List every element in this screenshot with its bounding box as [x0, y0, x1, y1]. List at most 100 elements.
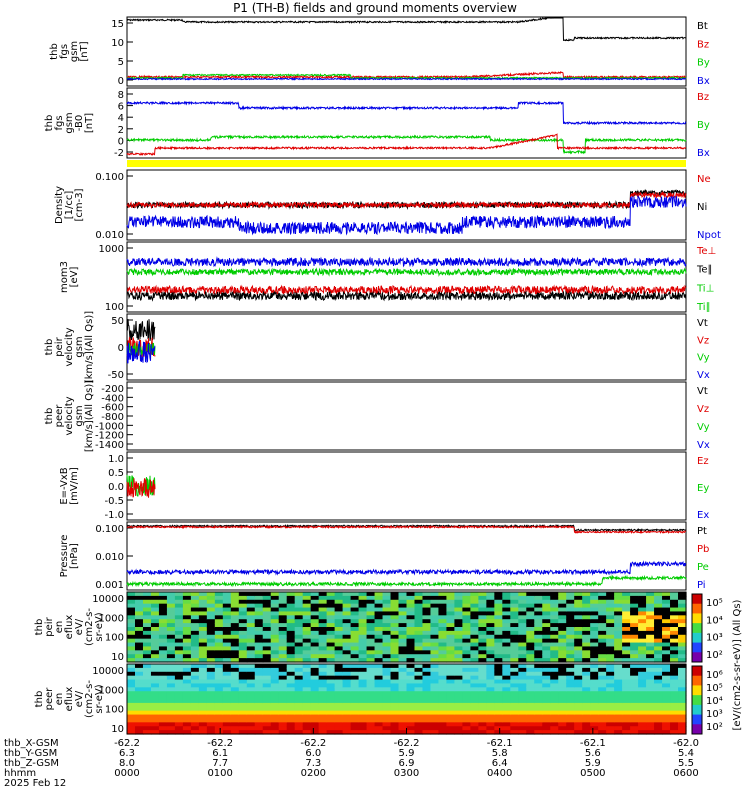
electron-spectrogram-cell	[318, 691, 328, 696]
ion-spectrogram-cell	[158, 611, 168, 616]
ytick-label: 100	[105, 302, 124, 313]
electron-spectrogram-cell	[342, 691, 352, 696]
electron-spectrogram-cell	[438, 714, 448, 720]
electron-spectrogram-cell	[198, 664, 208, 669]
electron-spectrogram-cell	[534, 706, 543, 712]
electron-spectrogram-cell	[438, 671, 448, 677]
ion-spectrogram-cell	[502, 646, 511, 651]
electron-spectrogram-cell	[174, 683, 184, 688]
ion-spectrogram-cell	[558, 611, 567, 616]
ytick-label: 10000	[92, 666, 124, 677]
ion-spectrogram-cell	[254, 611, 264, 616]
electron-spectrogram-cell	[150, 683, 160, 688]
ion-spectrogram-cell	[166, 642, 176, 648]
ion-spectrogram-cell	[606, 611, 615, 616]
electron-spectrogram-cell	[150, 699, 160, 704]
ion-spectrogram-cell	[214, 650, 224, 655]
ion-spectrogram-cell	[358, 642, 368, 648]
ylabel-line: [mV/m]	[69, 467, 80, 505]
ion-spectrogram-cell	[638, 650, 647, 655]
ion-spectrogram-cell	[214, 619, 224, 624]
ion-spectrogram-cell	[478, 592, 487, 597]
ion-spectrogram-cell	[430, 607, 440, 613]
ion-spectrogram-cell	[142, 592, 152, 597]
electron-spectrogram-cell	[478, 702, 487, 708]
electron-spectrogram-cell	[470, 710, 479, 716]
ion-spectrogram-cell	[542, 607, 551, 613]
ion-spectrogram-cell	[518, 642, 527, 648]
legend-Ex: Ex	[697, 510, 709, 521]
electron-spectrogram-cell	[582, 679, 591, 685]
ion-spectrogram-cell	[342, 658, 352, 663]
electron-spectrogram-cell	[542, 671, 551, 677]
electron-spectrogram-cell	[654, 691, 663, 696]
xaxis-value: 5.5	[678, 758, 694, 769]
electron-spectrogram-cell	[166, 695, 176, 700]
electron-spectrogram-cell	[590, 722, 599, 727]
electron-spectrogram-cell	[134, 726, 144, 731]
ytick-label: 1.0	[108, 454, 124, 465]
electron-spectrogram-cell	[310, 671, 320, 677]
electron-spectrogram-cell	[646, 695, 655, 700]
electron-spectrogram-cell	[286, 710, 296, 716]
electron-spectrogram-cell	[566, 722, 575, 727]
ion-spectrogram-cell	[142, 599, 152, 605]
electron-spectrogram-cell	[494, 710, 503, 716]
electron-spectrogram-cell	[518, 718, 527, 723]
electron-spectrogram-cell	[654, 687, 663, 692]
ion-spectrogram-cell	[326, 599, 336, 605]
electron-spectrogram-cell	[502, 726, 511, 731]
ytick-label: 1000	[99, 685, 124, 696]
ion-spectrogram-cell	[502, 623, 511, 628]
electron-spectrogram-cell	[566, 718, 575, 723]
electron-spectrogram-cell	[598, 710, 607, 716]
electron-spectrogram-cell	[462, 699, 471, 704]
electron-spectrogram-cell	[190, 714, 200, 720]
ylabel-line: [nPa]	[69, 543, 80, 569]
electron-spectrogram-cell	[286, 730, 296, 735]
electron-spectrogram-cell	[670, 714, 679, 720]
electron-spectrogram-cell	[127, 664, 136, 669]
ion-spectrogram-cell	[278, 654, 288, 659]
electron-spectrogram-cell	[502, 718, 511, 723]
electron-spectrogram-cell	[374, 699, 384, 704]
ion-spectrogram-cell	[310, 611, 320, 616]
ion-spectrogram-cell	[142, 627, 152, 632]
ion-spectrogram-cell	[382, 592, 392, 597]
ion-spectrogram-cell	[510, 650, 519, 655]
electron-spectrogram-cell	[254, 730, 264, 735]
ion-spectrogram-cell	[646, 607, 655, 613]
ion-spectrogram-cell	[510, 599, 519, 605]
ion-spectrogram-cell	[302, 627, 312, 632]
ion-spectrogram-cell	[174, 623, 184, 628]
electron-spectrogram-cell	[678, 718, 687, 723]
electron-spectrogram-cell	[494, 664, 503, 669]
electron-spectrogram-cell	[278, 722, 288, 727]
electron-spectrogram-cell	[614, 675, 623, 681]
ion-spectrogram-cell	[366, 599, 376, 605]
ion-spectrogram-cell	[134, 623, 144, 628]
ion-spectrogram-cell	[166, 634, 176, 640]
ion-spectrogram-cell	[678, 650, 687, 655]
ion-spectrogram-cell	[198, 650, 208, 655]
ion-spectrogram-cell	[510, 607, 519, 613]
electron-spectrogram-cell	[582, 687, 591, 692]
ion-spectrogram-cell	[526, 603, 535, 609]
electron-spectrogram-cell	[198, 667, 208, 673]
ion-spectrogram-cell	[566, 607, 575, 613]
electron-spectrogram-cell	[350, 687, 360, 692]
electron-spectrogram-cell	[614, 699, 623, 704]
ion-spectrogram-cell	[566, 650, 575, 655]
electron-spectrogram-cell	[326, 664, 336, 669]
electron-spectrogram-cell	[630, 699, 639, 704]
ion-spectrogram-cell	[214, 603, 224, 609]
electron-spectrogram-cell	[302, 683, 312, 688]
electron-spectrogram-cell	[574, 687, 583, 692]
electron-colorbar-band	[692, 675, 702, 686]
ion-spectrogram-cell	[278, 650, 288, 655]
ion-spectrogram-cell	[582, 607, 591, 613]
ion-spectrogram-cell	[566, 619, 575, 624]
electron-spectrogram-cell	[542, 730, 551, 735]
ion-spectrogram-cell	[446, 611, 456, 616]
electron-spectrogram-cell	[502, 687, 511, 692]
